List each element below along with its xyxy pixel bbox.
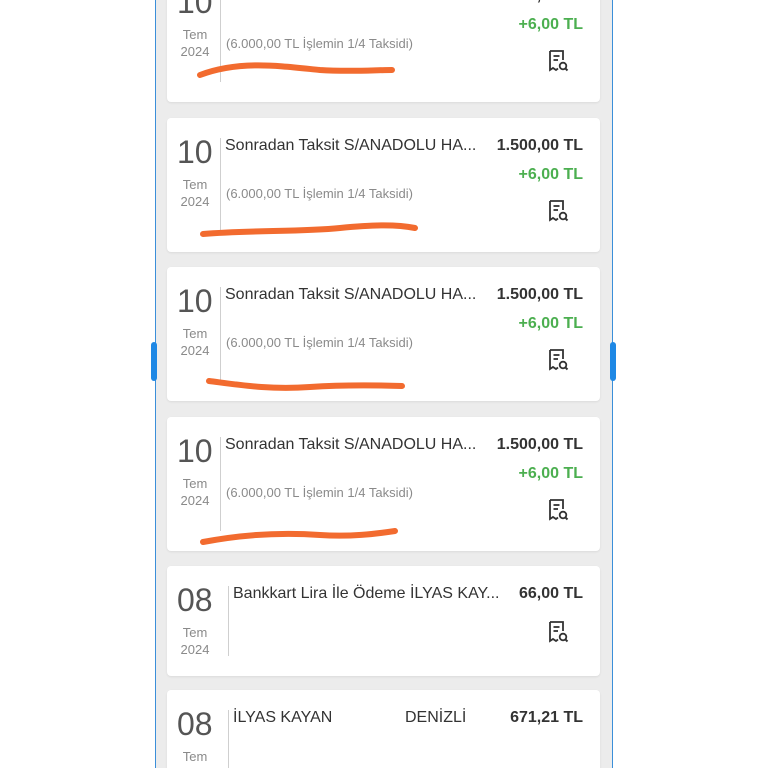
divider [220,437,221,531]
receipt-icon[interactable] [547,620,569,644]
divider [220,0,221,82]
date-month: Tem [182,326,208,341]
date-day: 10 [177,283,213,319]
transaction-amount: 1.500,00 TL [496,286,583,303]
transaction-card[interactable]: 10 Tem 2024 Sonradan Taksit S/ANADOLU HA...… [167,118,600,252]
bonus-amount: +6,00 TL [518,16,583,33]
divider [228,586,229,656]
receipt-icon[interactable] [547,199,569,223]
transaction-subtitle: (6.000,00 TL İşlemin 1/4 Taksidi) [226,36,413,51]
transaction-subtitle: (6.000,00 TL İşlemin 1/4 Taksidi) [226,485,413,500]
divider [220,138,221,232]
date-day: 10 [177,0,213,20]
transaction-card[interactable]: 10 Tem 2024 Sonradan Taksit S/ANADOLU HA...… [167,0,600,102]
transaction-amount: 1.500,00 TL [496,137,583,154]
divider [228,710,229,768]
date-month: Tem [182,476,208,491]
receipt-icon[interactable] [547,498,569,522]
date-month: Tem [182,27,208,42]
transaction-amount: 66,00 TL [518,585,583,602]
transaction-title: Sonradan Taksit S/ANADOLU HA... [225,137,477,154]
transaction-card[interactable]: 10 Tem 2024 Sonradan Taksit S/ANADOLU HA...… [167,417,600,551]
date-day: 10 [177,134,213,170]
bonus-amount: +6,00 TL [518,166,583,183]
date-month: Tem [182,177,208,192]
transaction-title: Sonradan Taksit S/ANADOLU HA... [225,0,476,4]
date-day: 08 [177,582,213,618]
redaction-scribble [206,378,405,391]
transaction-location: DENİZLİ [405,709,467,726]
date-year: 2024 [180,44,210,59]
redaction-scribble [197,62,395,78]
resize-handle [151,342,157,381]
transaction-title: Bankkart Lira İle Ödeme İLYAS KAY... [233,585,500,602]
date-year: 2024 [180,493,210,508]
date-month: Tem [182,749,208,764]
divider [220,287,221,381]
redaction-scribble [200,222,418,237]
transaction-title: İLYAS KAYAN [233,709,333,726]
date-month: Tem [182,625,208,640]
date-day: 08 [177,706,213,742]
transaction-card[interactable]: 08 Tem İLYAS KAYAN DENİZLİ 671,21 TL [167,690,600,768]
redaction-scribble [200,528,398,545]
receipt-icon[interactable] [547,49,569,73]
transaction-amount: 1.500,00 TL [496,436,583,453]
frame-edge [155,0,156,768]
transaction-amount: 671,21 TL [510,709,583,726]
date-year: 2024 [180,642,210,657]
date-day: 10 [177,433,213,469]
date-year: 2024 [180,194,210,209]
resize-handle [610,342,616,381]
receipt-icon[interactable] [547,348,569,372]
transaction-title: Sonradan Taksit S/ANADOLU HA... [225,286,477,303]
bonus-amount: +6,00 TL [518,465,583,482]
transaction-card[interactable]: 10 Tem 2024 Sonradan Taksit S/ANADOLU HA...… [167,267,600,401]
transaction-list: 10 Tem 2024 Sonradan Taksit S/ANADOLU HA...… [155,0,612,768]
transaction-title: Sonradan Taksit S/ANADOLU HA... [225,436,477,453]
transaction-subtitle: (6.000,00 TL İşlemin 1/4 Taksidi) [226,186,413,201]
transaction-card[interactable]: 08 Tem 2024 Bankkart Lira İle Ödeme İLYAS K… [167,566,600,676]
bonus-amount: +6,00 TL [518,315,583,332]
transaction-amount: 1.500,00 TL [497,0,583,4]
date-year: 2024 [180,343,210,358]
frame-edge [612,0,613,768]
transaction-subtitle: (6.000,00 TL İşlemin 1/4 Taksidi) [226,335,413,350]
